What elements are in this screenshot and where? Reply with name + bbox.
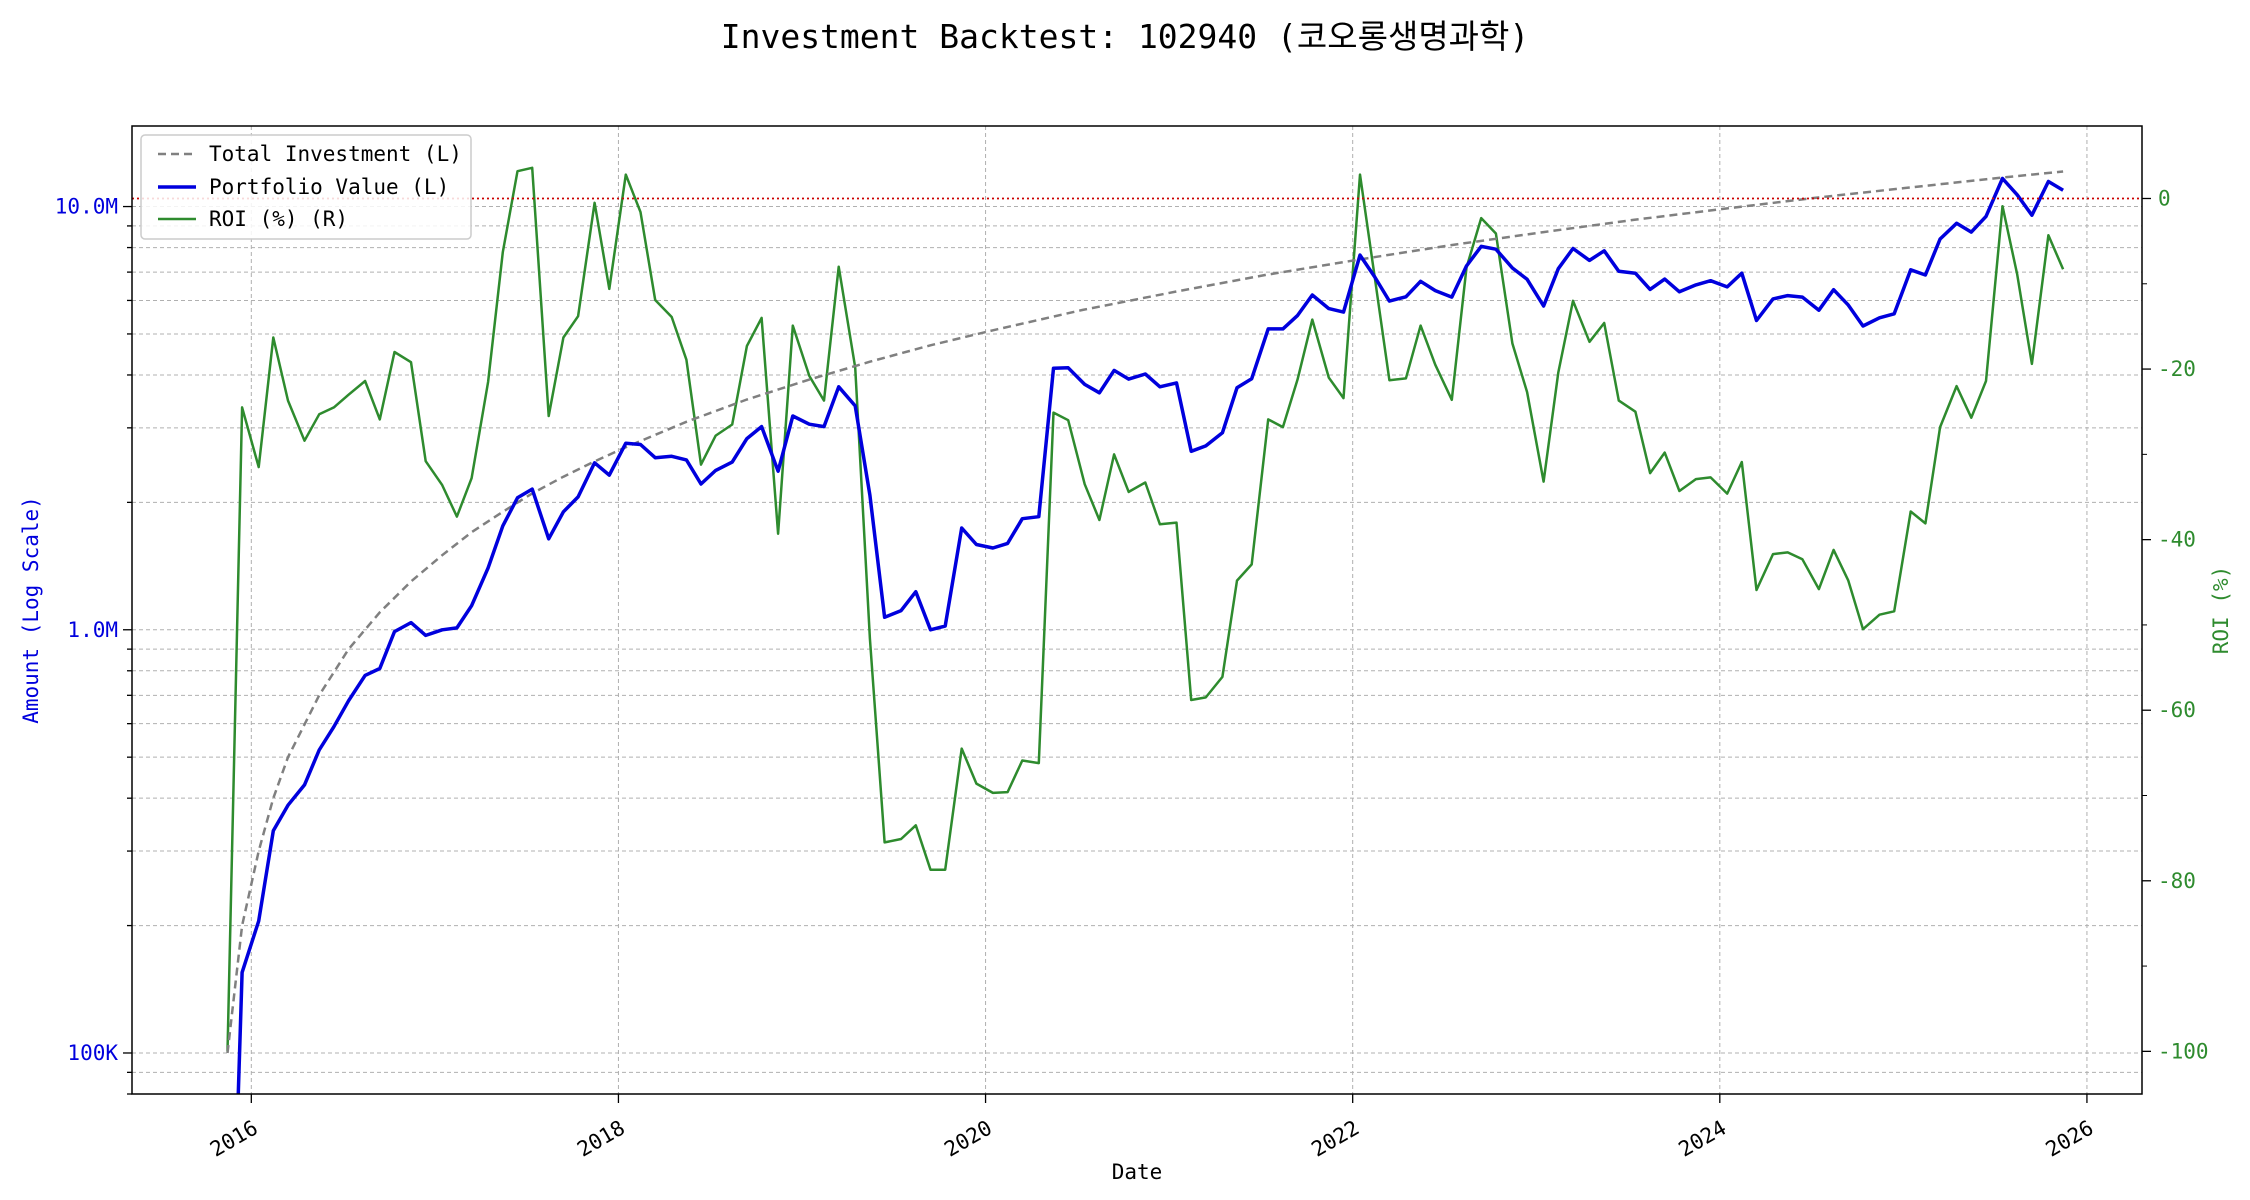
y-right-tick-label: -20 xyxy=(2158,357,2196,381)
y-left-tick-label: 10.0M xyxy=(55,195,118,219)
chart-title: Investment Backtest: 102940 (코오롱생명과학) xyxy=(721,17,1530,56)
legend-box xyxy=(140,134,472,240)
legend-label-investment: Total Investment (L) xyxy=(209,142,462,166)
total-investment-line xyxy=(226,170,2064,1054)
plot-frame xyxy=(131,125,2143,1095)
x-tick-label: 2026 xyxy=(2042,1116,2098,1162)
legend: Total Investment (L) Portfolio Value (L)… xyxy=(140,134,472,240)
y-left-tick-label: 100K xyxy=(67,1041,118,1065)
y-left-axis-label: Amount (Log Scale) xyxy=(19,496,43,724)
y-right-tick-label: 0 xyxy=(2158,186,2171,210)
y-right-tick-label: -40 xyxy=(2158,528,2196,552)
x-tick-label: 2016 xyxy=(206,1116,262,1162)
x-tick-label: 2020 xyxy=(940,1116,996,1162)
y-right-tick-label: -100 xyxy=(2158,1039,2209,1063)
y-right-tick-label: -60 xyxy=(2158,698,2196,722)
axes: 100K 1.0M 10.0M 2016 2018 2020 2022 2024 2026 0 -2… xyxy=(55,186,2209,1161)
roi-line xyxy=(226,166,2065,1052)
legend-label-roi: ROI (%) (R) xyxy=(209,207,348,231)
legend-label-portfolio: Portfolio Value (L) xyxy=(209,175,449,199)
y-left-tick-label: 1.0M xyxy=(67,618,118,642)
y-right-tick-label: -80 xyxy=(2158,869,2196,893)
x-tick-label: 2024 xyxy=(1675,1116,1731,1162)
x-axis-label: Date xyxy=(1112,1160,1163,1184)
series-layer xyxy=(132,166,2142,1094)
portfolio-value-line xyxy=(236,176,2064,1094)
x-tick-label: 2022 xyxy=(1307,1116,1363,1162)
x-tick-label: 2018 xyxy=(573,1116,629,1162)
grid-lines xyxy=(132,126,2142,1095)
y-right-axis-label: ROI (%) xyxy=(2209,566,2233,655)
